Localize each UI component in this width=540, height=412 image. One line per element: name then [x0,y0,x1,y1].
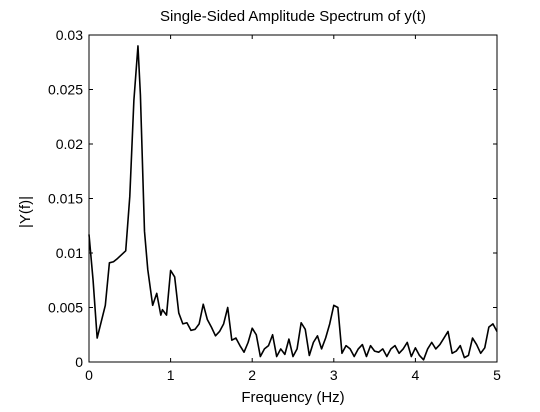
y-tick-label: 0 [75,354,83,370]
y-axis-label: |Y(f)| [17,196,34,228]
y-tick-label: 0.015 [48,191,83,207]
x-tick-label: 0 [85,367,93,383]
axes-box [88,34,498,363]
y-tick-label: 0.01 [56,245,83,261]
x-tick-label: 2 [248,367,256,383]
spectrum-line [88,45,498,361]
x-tick-label: 5 [493,367,501,383]
x-tick-label: 3 [330,367,338,383]
x-tick-label: 1 [167,367,175,383]
chart-title: Single-Sided Amplitude Spectrum of y(t) [160,8,426,25]
y-tick-label: 0.02 [56,136,83,152]
plot-area: 0 1 2 3 4 5 0 0.005 0.01 0.015 0.02 0.025 0.03 [48,27,501,383]
x-tick-label: 4 [412,367,420,383]
x-axis-label: Frequency (Hz) [241,389,344,406]
y-tick-label: 0.025 [48,82,83,98]
y-tick-label: 0.03 [56,27,83,43]
y-tick-label: 0.005 [48,300,83,316]
